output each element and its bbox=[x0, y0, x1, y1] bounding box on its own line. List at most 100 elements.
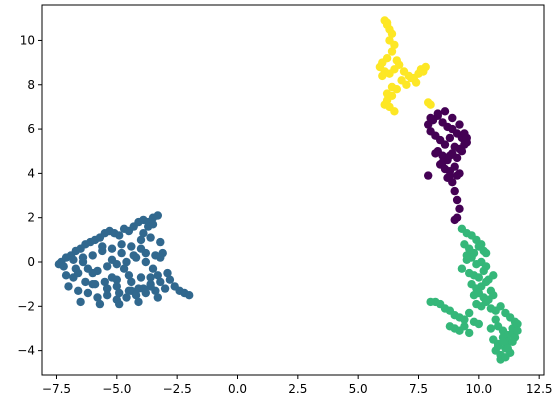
scatter-point-series-0 bbox=[129, 251, 138, 260]
scatter-point-series-0 bbox=[103, 262, 112, 271]
scatter-point-series-0 bbox=[148, 264, 158, 273]
scatter-point-series-3 bbox=[390, 107, 399, 116]
scatter-point-series-2 bbox=[513, 326, 522, 335]
scatter-point-series-1 bbox=[452, 171, 462, 180]
scatter-point-series-1 bbox=[445, 151, 455, 160]
scatter-point-series-1 bbox=[455, 204, 464, 213]
scatter-point-series-0 bbox=[107, 273, 117, 282]
scatter-point-series-2 bbox=[501, 353, 510, 362]
scatter-point-series-0 bbox=[88, 251, 97, 260]
scatter-point-series-2 bbox=[479, 266, 488, 276]
y-tick-label: 10 bbox=[20, 33, 35, 47]
scatter-point-series-2 bbox=[496, 302, 505, 311]
scatter-point-series-0 bbox=[141, 288, 150, 298]
scatter-point-series-0 bbox=[71, 264, 81, 273]
scatter-point-series-3 bbox=[378, 71, 387, 81]
scatter-point-series-0 bbox=[136, 244, 146, 253]
y-tick-label: −2 bbox=[17, 299, 35, 313]
scatter-point-series-0 bbox=[131, 291, 141, 300]
scatter-point-series-1 bbox=[445, 171, 455, 180]
scatter-point-series-2 bbox=[491, 315, 500, 324]
scatter-point-series-1 bbox=[452, 153, 462, 163]
scatter-point-series-2 bbox=[460, 315, 469, 324]
data-points bbox=[54, 16, 522, 364]
y-tick-label: 0 bbox=[27, 255, 35, 269]
scatter-point-series-2 bbox=[474, 273, 483, 282]
x-tick-label: 12.5 bbox=[526, 382, 553, 396]
plot-frame bbox=[41, 4, 545, 376]
scatter-point-series-0 bbox=[134, 284, 143, 293]
scatter-point-series-3 bbox=[392, 56, 401, 65]
scatter-point-series-2 bbox=[465, 308, 474, 318]
y-tick-label: 6 bbox=[27, 122, 35, 136]
x-tick-label: 7.5 bbox=[409, 382, 428, 396]
scatter-point-series-0 bbox=[153, 211, 162, 220]
scatter-point-series-2 bbox=[513, 319, 522, 329]
x-tick-label: 2.5 bbox=[288, 382, 307, 396]
scatter-point-series-1 bbox=[450, 186, 459, 196]
scatter-point-series-3 bbox=[382, 89, 392, 98]
scatter-point-series-0 bbox=[115, 288, 124, 298]
scatter-point-series-2 bbox=[460, 322, 469, 331]
scatter-point-series-1 bbox=[455, 120, 464, 129]
scatter-point-series-0 bbox=[107, 255, 117, 264]
scatter-point-series-0 bbox=[185, 291, 194, 300]
scatter-point-series-0 bbox=[117, 240, 126, 249]
scatter-point-series-1 bbox=[457, 147, 467, 156]
scatter-point-series-0 bbox=[81, 277, 90, 287]
scatter-point-series-3 bbox=[426, 100, 435, 109]
scatter-point-series-2 bbox=[440, 304, 450, 313]
scatter-point-series-2 bbox=[489, 291, 498, 300]
scatter-point-series-2 bbox=[426, 297, 435, 307]
scatter-point-series-2 bbox=[486, 324, 496, 333]
scatter-point-series-1 bbox=[426, 113, 435, 123]
scatter-point-series-0 bbox=[69, 255, 78, 264]
scatter-point-series-0 bbox=[93, 293, 102, 302]
scatter-point-series-0 bbox=[115, 299, 124, 309]
scatter-point-series-0 bbox=[117, 248, 126, 258]
scatter-point-series-0 bbox=[64, 282, 73, 291]
scatter-point-series-0 bbox=[146, 282, 155, 291]
x-tick-label: −7.5 bbox=[42, 382, 71, 396]
scatter-point-series-1 bbox=[445, 133, 455, 143]
scatter-point-series-3 bbox=[382, 18, 392, 27]
scatter-point-series-1 bbox=[450, 162, 459, 171]
scatter-point-series-0 bbox=[124, 271, 134, 280]
scatter-point-series-0 bbox=[78, 253, 88, 262]
scatter-point-series-0 bbox=[107, 244, 117, 253]
plot-background bbox=[42, 5, 544, 375]
scatter-point-series-0 bbox=[74, 286, 83, 295]
y-tick-label: 8 bbox=[27, 78, 35, 92]
y-tick-label: −4 bbox=[17, 344, 35, 358]
scatter-point-series-0 bbox=[122, 293, 131, 302]
scatter-point-series-0 bbox=[103, 284, 112, 293]
scatter-point-series-0 bbox=[124, 286, 134, 295]
scatter-point-series-0 bbox=[156, 237, 165, 247]
scatter-point-series-1 bbox=[452, 195, 462, 205]
scatter-point-series-0 bbox=[163, 268, 172, 278]
scatter-point-series-0 bbox=[134, 297, 143, 307]
x-tick-label: 5.0 bbox=[349, 382, 368, 396]
scatter-point-series-0 bbox=[76, 297, 85, 307]
scatter-point-series-3 bbox=[419, 67, 428, 76]
scatter-point-series-0 bbox=[98, 242, 107, 251]
scatter-point-series-2 bbox=[489, 271, 498, 280]
x-tick-label: 0.0 bbox=[228, 382, 247, 396]
scatter-point-series-1 bbox=[440, 107, 450, 116]
scatter-point-series-1 bbox=[448, 178, 457, 187]
scatter-point-series-0 bbox=[61, 271, 71, 280]
scatter-point-series-1 bbox=[448, 113, 457, 123]
scatter-point-series-3 bbox=[402, 80, 411, 90]
scatter-point-series-2 bbox=[498, 337, 508, 346]
scatter-point-series-3 bbox=[387, 47, 397, 56]
axes: −7.5 −5.0 −2.5 0.0 2.5 5.0 7.5 10.0 12.5 −4 −2 0 2 4 6… bbox=[17, 4, 553, 396]
scatter-point-series-0 bbox=[90, 280, 100, 289]
scatter-point-series-1 bbox=[431, 149, 440, 158]
scatter-point-series-2 bbox=[508, 337, 517, 346]
scatter-point-series-0 bbox=[165, 275, 175, 284]
scatter-point-series-2 bbox=[481, 277, 491, 287]
scatter-point-series-0 bbox=[95, 299, 105, 309]
x-tick-label: −2.5 bbox=[163, 382, 192, 396]
scatter-point-series-0 bbox=[100, 277, 110, 287]
